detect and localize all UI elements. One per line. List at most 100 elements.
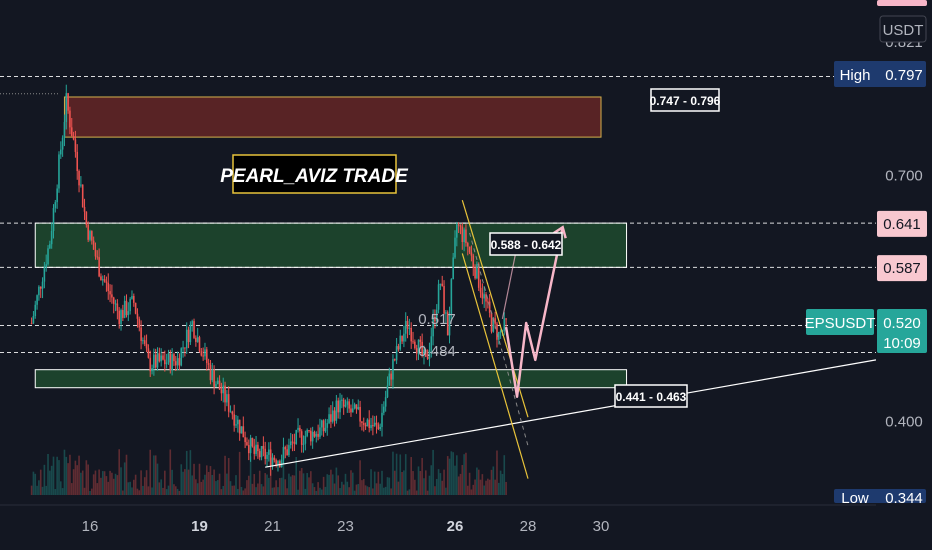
candle-body (457, 224, 460, 226)
price-tag-value: 0.641 (883, 216, 921, 233)
price-tag (877, 255, 927, 282)
volume-bar (52, 456, 55, 495)
candle-body (171, 354, 173, 371)
volume-bar (187, 469, 190, 495)
candle-body (468, 246, 471, 253)
volume-bar (76, 465, 79, 495)
candle-body (131, 296, 133, 299)
volume-bar (368, 487, 371, 495)
candle-body (94, 249, 97, 257)
candle-body (123, 300, 126, 318)
volume-bar (328, 474, 330, 495)
volume-bar (452, 452, 454, 495)
candle-body (145, 343, 148, 349)
volume-bar (91, 488, 93, 495)
candle-body (293, 442, 296, 444)
volume-bar (326, 474, 329, 495)
candle-body (195, 337, 197, 342)
time-axis[interactable]: 16 19 21 23 26 28 30 (0, 504, 932, 550)
high-tag (834, 61, 926, 87)
candle-body (300, 431, 303, 445)
volume-bar (74, 460, 77, 495)
candle-body (206, 349, 208, 364)
candle-body (204, 349, 206, 357)
candle-body (164, 359, 166, 365)
price-axis[interactable]: 0.7000.4000.821USDTHigh0.7970.6410.587EP… (805, 0, 932, 507)
volume-bar (441, 480, 444, 495)
candle-body (54, 202, 57, 209)
volume-bar (483, 485, 485, 495)
volume-bar (304, 488, 307, 495)
volume-bar (211, 474, 214, 495)
volume-bar (348, 487, 350, 495)
currency-button[interactable] (879, 15, 927, 43)
candle-body (370, 425, 372, 429)
candle-body (80, 184, 82, 186)
volume-bar (379, 483, 381, 495)
volume-bar (153, 455, 155, 495)
volume-bar (222, 485, 225, 495)
volume-bar (282, 459, 285, 495)
volume-bar (461, 465, 464, 495)
candle-body (122, 310, 124, 318)
candle-body (52, 208, 55, 232)
volume-bar (465, 452, 467, 495)
candle-body (112, 297, 115, 304)
time-tick-label: 28 (520, 518, 537, 535)
candle-body (428, 350, 431, 359)
volume-bar (446, 456, 449, 495)
volume-bar (488, 479, 491, 495)
volume-bar (189, 450, 192, 495)
candle-body (415, 348, 418, 354)
volume-bar (67, 463, 69, 495)
volume-bar (83, 487, 86, 495)
volume-bar (43, 464, 46, 495)
volume-bar (423, 478, 425, 495)
volume-bar (404, 454, 407, 495)
candle-body (32, 315, 35, 324)
volume-bar (335, 467, 338, 495)
volume-bar (266, 474, 268, 495)
volume-bar (255, 487, 257, 495)
volume-bar (322, 476, 325, 495)
volume-bar (302, 473, 305, 495)
candle-body (280, 459, 283, 467)
candle-body (362, 422, 365, 425)
volume-bar (505, 481, 507, 495)
volume-bar (445, 487, 447, 495)
candle-body (220, 389, 223, 394)
candle-body (379, 426, 381, 430)
candle-body (222, 385, 225, 394)
volume-bar (195, 479, 197, 495)
candle-body (165, 362, 168, 365)
candle-body (127, 311, 130, 316)
time-tick-label: 26 (447, 518, 464, 535)
volume-bar (419, 471, 422, 495)
volume-bar (120, 467, 122, 495)
volume-bar (496, 450, 498, 495)
candle-body (67, 93, 69, 111)
candle-body (76, 151, 79, 171)
volume-bar (366, 486, 369, 495)
volume-bar (361, 480, 363, 495)
low-tag-value: 0.344 (885, 490, 923, 507)
volume-bar (85, 460, 88, 495)
volume-bar (171, 469, 173, 495)
candle-body (417, 339, 420, 354)
candle-body (176, 358, 179, 366)
last-price-value: 0.520 (883, 315, 921, 332)
last-price-tag (877, 309, 927, 354)
volume-bar (317, 482, 319, 495)
price-tag (877, 210, 927, 237)
candle-body (423, 349, 425, 356)
candle-body (435, 309, 438, 322)
volume-bar (41, 486, 44, 495)
candle-body (74, 139, 77, 152)
candle-body (160, 355, 162, 362)
price-tag-value: 0.587 (883, 260, 921, 277)
candle-body (36, 295, 38, 305)
candle-body (92, 240, 95, 250)
candle-body (432, 316, 434, 337)
volume-bar (81, 470, 84, 495)
